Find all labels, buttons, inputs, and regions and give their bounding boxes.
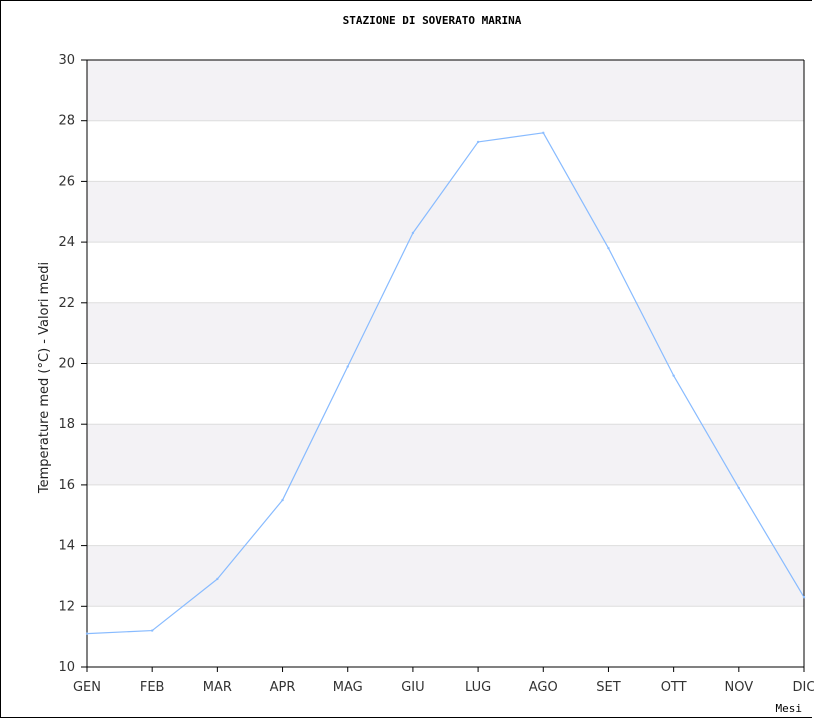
y-tick-label: 20	[58, 357, 75, 372]
grid-band	[87, 545, 804, 607]
x-tick-label: DIC	[793, 680, 814, 695]
x-axis-label: Mesi	[776, 702, 803, 715]
x-tick-label: GIU	[401, 680, 424, 695]
data-point	[542, 131, 545, 135]
grid-band	[87, 181, 804, 243]
x-tick-label: FEB	[140, 680, 165, 695]
data-point	[411, 231, 415, 235]
data-point	[346, 365, 349, 368]
data-point	[737, 486, 741, 490]
y-tick-label: 22	[58, 296, 75, 311]
y-tick-label: 18	[58, 417, 75, 432]
x-tick-label: GEN	[73, 680, 101, 695]
y-tick-label: 26	[58, 174, 75, 189]
data-point	[281, 498, 284, 502]
grid-band	[87, 302, 804, 364]
series-line	[86, 132, 805, 635]
data-point	[607, 246, 610, 250]
grid-band	[87, 424, 804, 485]
data-point	[216, 577, 219, 581]
y-tick-label: 16	[58, 478, 75, 493]
x-tick-label: NOV	[725, 680, 754, 695]
grid-band	[87, 484, 804, 546]
grid-band	[87, 120, 804, 182]
x-tick-label: OTT	[661, 680, 687, 695]
x-tick-label: AGO	[529, 680, 558, 695]
x-tick-label: MAR	[203, 680, 232, 695]
y-tick-label: 28	[58, 114, 75, 129]
x-tick-label: MAG	[333, 680, 363, 695]
y-tick-label: 12	[58, 599, 75, 614]
x-tick-label: LUG	[465, 680, 491, 695]
x-tick-label: SET	[596, 680, 620, 695]
data-point	[802, 595, 806, 599]
y-axis-label: Temperature med (°C) - Valori medi	[37, 262, 52, 494]
chart-title: STAZIONE DI SOVERATO MARINA	[342, 14, 522, 27]
grid-band	[87, 606, 804, 667]
y-tick-label: 14	[58, 539, 75, 554]
data-point	[476, 140, 480, 144]
y-tick-label: 24	[58, 235, 75, 250]
data-point	[672, 374, 675, 377]
y-tick-label: 30	[58, 53, 75, 68]
y-tick-label: 10	[58, 660, 75, 675]
grid-band	[87, 242, 804, 303]
data-point	[85, 632, 89, 635]
x-tick-label: APR	[270, 680, 296, 695]
data-point	[150, 629, 154, 632]
grid-band	[87, 60, 804, 121]
